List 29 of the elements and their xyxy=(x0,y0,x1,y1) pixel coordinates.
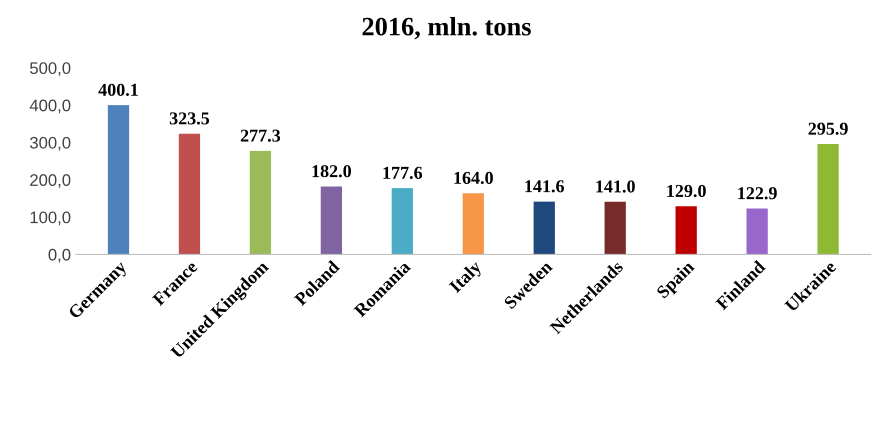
bar xyxy=(817,144,839,254)
data-label: 164.0 xyxy=(454,172,493,184)
bar xyxy=(320,186,342,254)
data-label: 323.5 xyxy=(170,112,210,125)
bar xyxy=(676,206,697,254)
y-tick-label: 400,0 xyxy=(30,100,70,114)
bar xyxy=(462,193,484,254)
bar xyxy=(604,202,626,254)
data-label: 141.6 xyxy=(525,180,564,192)
data-label: 129.0 xyxy=(667,184,706,198)
data-label: 122.9 xyxy=(738,187,777,200)
data-label: 277.3 xyxy=(240,130,280,142)
data-label: 400.1 xyxy=(98,84,138,96)
data-label: 295.9 xyxy=(808,122,848,135)
bar xyxy=(392,188,413,254)
y-tick-label: 500,0 xyxy=(30,62,70,76)
y-tick-label: 0,0 xyxy=(48,248,70,263)
y-tick-label: 100,0 xyxy=(30,211,70,226)
y-tick-label: 200,0 xyxy=(30,174,70,188)
bar xyxy=(108,105,130,254)
bar xyxy=(746,208,768,254)
data-label: 182.0 xyxy=(312,165,351,178)
y-tick-label: 300,0 xyxy=(30,136,70,151)
bar xyxy=(534,202,555,254)
bar xyxy=(250,150,272,254)
chart-title: 2016, mln. tons xyxy=(362,16,531,40)
data-label: 177.6 xyxy=(383,166,422,179)
data-label: 141.0 xyxy=(596,180,635,193)
bar xyxy=(178,134,200,254)
